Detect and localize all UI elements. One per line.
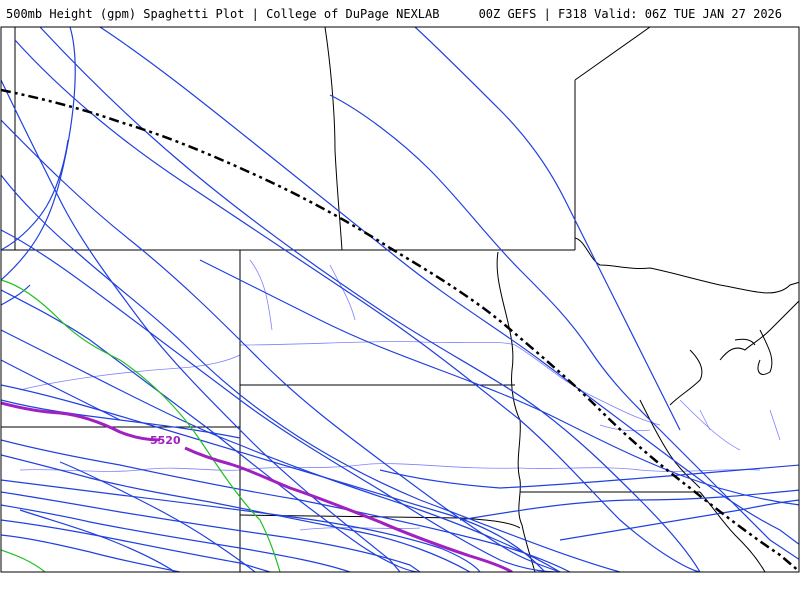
border [699,491,766,572]
border [324,27,343,251]
ensemble-members [1,27,799,572]
rivers [19,259,781,531]
ensemble-line [1,79,401,572]
ensemble-line [1,491,421,572]
ensemble-line [1,174,621,572]
highlight-member-line [1,401,513,572]
green-ensemble-line [1,549,46,572]
ensemble-line [1,519,271,572]
ensemble-line [1,139,69,251]
border [574,237,799,294]
ensemble-line [99,27,799,545]
border [734,338,756,346]
ensemble-line [1,454,471,572]
ensemble-line [414,27,681,431]
ensemble-line [19,509,176,572]
ensemble-line [459,489,799,521]
ensemble-line [1,534,181,572]
river [239,341,516,346]
river [19,354,241,391]
ensemble-line [1,399,241,439]
border [757,329,773,375]
ensemble-line [329,94,799,561]
border [669,349,703,406]
plot-title: 500mb Height (gpm) Spaghetti Plot | Coll… [6,7,440,21]
ensemble-mean-line [1,88,799,572]
ensemble-line [1,479,481,572]
river [519,467,761,472]
ensemble-line [1,359,121,421]
border [496,251,536,572]
ensemble-line [1,284,31,306]
border [639,399,701,489]
ensemble-line [379,464,799,489]
plot-header: 500mb Height (gpm) Spaghetti Plot | Coll… [0,0,800,26]
ensemble-line [1,289,421,572]
border [719,300,799,361]
river [329,264,356,321]
ensemble-line [59,461,256,572]
border [574,27,651,81]
ensemble-line [559,499,799,541]
ensemble-line [1,119,561,572]
map-frame [0,26,800,573]
river [249,259,273,331]
ensemble-line [1,504,351,572]
contour-label: 5520 [150,434,181,447]
ensemble-line [39,27,701,572]
ensemble-line [1,27,76,281]
river [19,467,241,472]
model-run-info: 00Z GEFS | F318 Valid: 06Z TUE JAN 27 20… [478,7,782,21]
ensemble-line [199,259,799,506]
river [699,409,711,431]
ensemble-line [1,229,561,572]
ensemble-line [1,439,571,572]
river [599,424,651,432]
river [769,409,781,441]
river [679,399,741,451]
ensemble-line [1,384,546,572]
river [239,463,521,471]
green-ensemble-line [1,279,281,572]
river [514,344,661,426]
ensemble-line [1,329,561,572]
ensemble-line [14,39,701,572]
